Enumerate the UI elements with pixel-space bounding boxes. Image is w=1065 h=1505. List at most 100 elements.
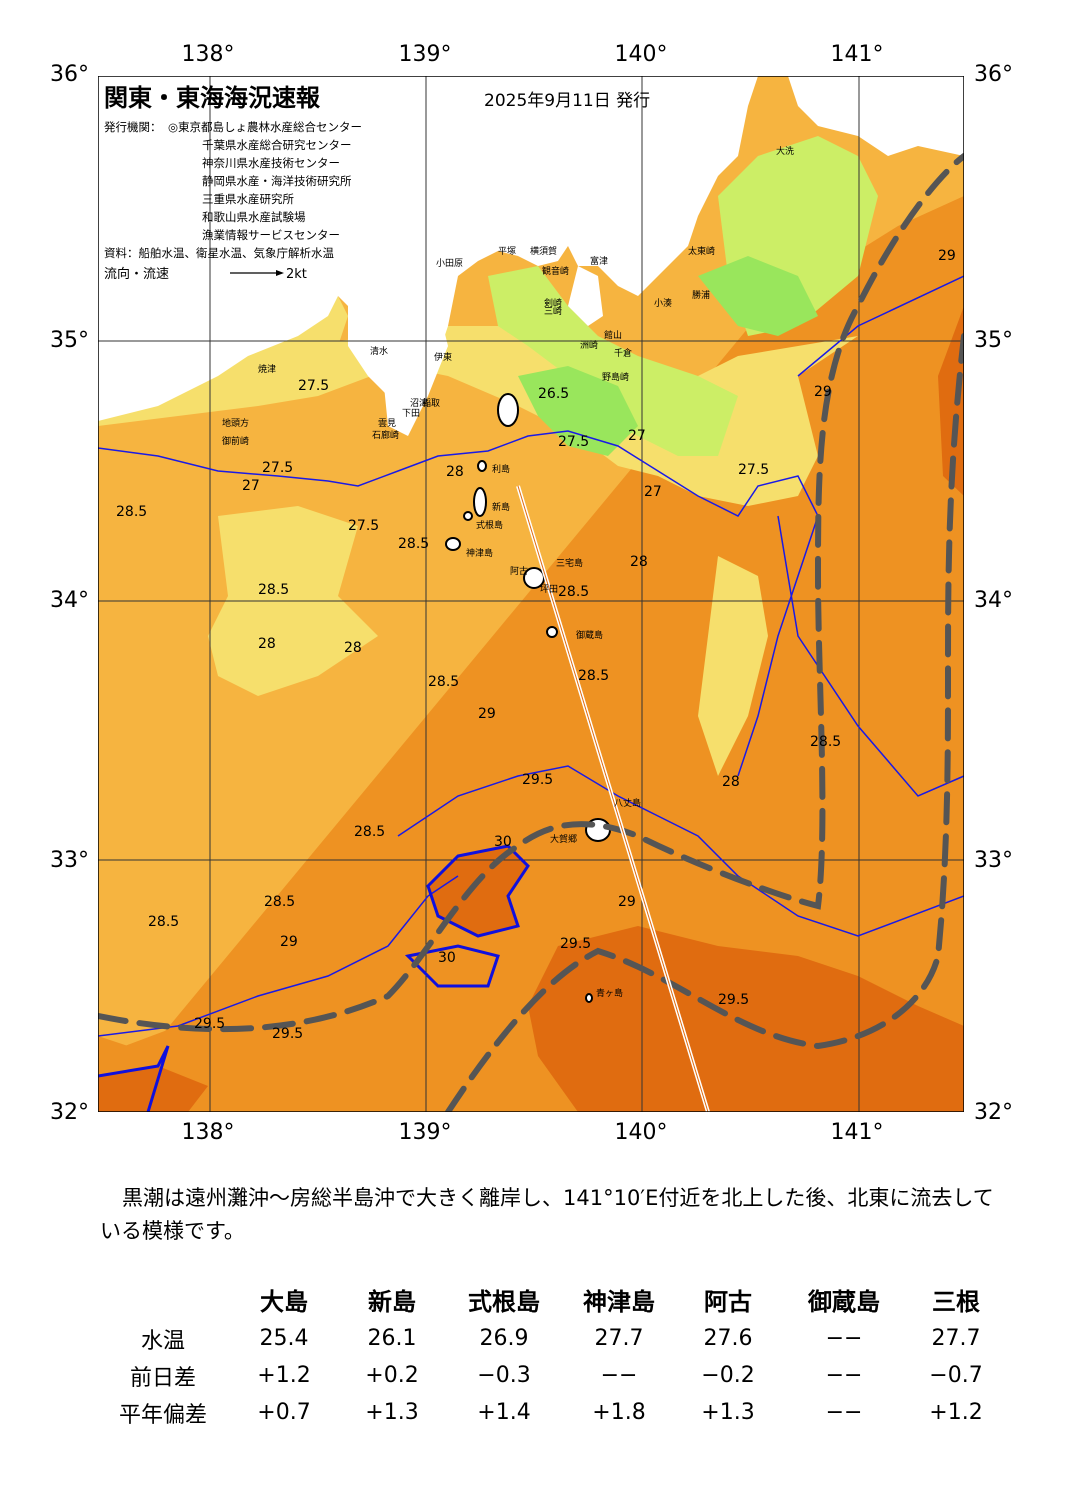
place-yaizu: 焼津 (258, 364, 276, 375)
contour-label-27-c: 27 (242, 478, 260, 494)
table-row: 平年偏差 +0.7 +1.3 +1.4 +1.8 +1.3 −− +1.2 (96, 1394, 1004, 1431)
land-izu (383, 306, 448, 436)
contour-label-28-c: 28 (258, 636, 276, 652)
table-cell: −− (825, 1363, 863, 1388)
island-kozushima (445, 537, 461, 551)
place-niijima: 新島 (492, 501, 510, 513)
place-kozushima: 神津島 (466, 547, 493, 559)
contour-label-29-5-c: 29.5 (272, 1026, 303, 1042)
lat-label-34: 34° (50, 588, 89, 613)
place-futtsu: 富津 (590, 255, 608, 267)
place-mikurajima: 御蔵島 (576, 629, 603, 641)
lat-label-36: 36° (50, 62, 89, 87)
data-source: 資料：船舶水温、衛星水温、気象庁解析水温 (104, 246, 334, 260)
table-cell: +1.8 (592, 1400, 646, 1425)
issuer-3: 静岡県水産・海洋技術研究所 (202, 174, 352, 188)
table-cell: −− (600, 1363, 638, 1388)
lon-label-140: 140° (614, 42, 668, 67)
place-kumomi: 雲見 (378, 418, 396, 429)
zone-27-28-east-b (698, 556, 768, 776)
place-oarai: 大洗 (776, 145, 794, 157)
row-label-water-temp: 水温 (140, 1328, 185, 1354)
row-label-normal-dev: 平年偏差 (118, 1402, 207, 1428)
lat-label-33-right: 33° (974, 848, 1013, 873)
table-cell: −− (825, 1326, 863, 1351)
island-shikinejima (463, 511, 473, 521)
contour-label-27-a: 27 (628, 428, 646, 444)
place-aogashima: 青ヶ島 (596, 987, 623, 999)
col-ako: 阿古 (704, 1287, 752, 1316)
contour-label-28-5-h: 28.5 (148, 914, 179, 930)
contour-label-27-5-d: 27.5 (558, 434, 589, 450)
issuer-4: 三重県水産研究所 (202, 192, 294, 206)
lon-label-139-bottom: 139° (398, 1120, 452, 1145)
place-sunosaki: 洲崎 (580, 339, 598, 351)
table-cell: +1.3 (365, 1400, 419, 1425)
issuer-0: ◎東京都島しょ農林水産総合センター (168, 120, 362, 134)
col-kozushima: 神津島 (583, 1287, 655, 1316)
col-mikurajima: 御蔵島 (808, 1287, 880, 1316)
place-miyakejima: 三宅島 (556, 557, 583, 569)
place-nojimazaki: 野島崎 (602, 371, 629, 383)
table-cell: 26.9 (479, 1326, 529, 1351)
place-kannonzaki: 観音崎 (542, 265, 569, 277)
lon-label-138-bottom: 138° (181, 1120, 235, 1145)
contour-label-28-5-e: 28.5 (428, 674, 459, 690)
table-row: 水温 25.4 26.1 26.9 27.7 27.6 −− 27.7 (96, 1320, 1004, 1357)
flow-legend-label: 流向・流速 (104, 266, 169, 282)
place-chikura: 千倉 (614, 347, 632, 359)
contour-label-27-b: 27 (644, 484, 662, 500)
col-oshima: 大島 (260, 1287, 308, 1316)
contour-label-28-5-d: 28.5 (558, 584, 589, 600)
issuer-1: 千葉県水産総合研究センター (202, 138, 352, 152)
contour-label-28-b: 28 (630, 554, 648, 570)
col-mine: 三根 (932, 1287, 980, 1316)
contour-label-28-5-i: 28.5 (354, 824, 385, 840)
lon-label-141-bottom: 141° (830, 1120, 884, 1145)
contour-30-b (404, 944, 500, 988)
contour-label-28-5-c: 28.5 (398, 536, 429, 552)
island-mikurajima (546, 626, 558, 638)
land-honshu (98, 76, 964, 421)
contour-label-29-5-e: 29.5 (718, 992, 749, 1008)
contour-label-28-5-a: 28.5 (116, 504, 147, 520)
contour-label-27-5-c: 27.5 (348, 518, 379, 534)
table-cell: −0.3 (477, 1363, 531, 1388)
table-cell: −0.7 (929, 1363, 983, 1388)
contour-label-29-a: 29 (814, 384, 832, 400)
lat-label-35: 35° (50, 328, 89, 353)
island-aogashima (585, 993, 593, 1003)
lon-label-138: 138° (181, 42, 235, 67)
issuer-5: 和歌山県水産試験場 (202, 210, 306, 224)
zone-ge30-b (528, 926, 964, 1112)
contour-label-27-5-a: 27.5 (298, 378, 329, 394)
zone-le26-a (518, 366, 638, 456)
contour-label-29-c: 29 (280, 934, 298, 950)
table-cell: 26.1 (367, 1326, 417, 1351)
place-kominato: 小湊 (654, 297, 672, 309)
issuer-2: 神奈川県水産技術センター (202, 156, 340, 170)
table-cell: 25.4 (259, 1326, 309, 1351)
contour-label-26-5: 26.5 (538, 386, 569, 402)
table-cell: −0.2 (701, 1363, 755, 1388)
place-tateyama: 館山 (604, 329, 622, 341)
table-header-row: 大島 新島 式根島 神津島 阿古 御蔵島 三根 (96, 1278, 1004, 1320)
place-misaki: 三崎 (544, 305, 562, 317)
issuer-6: 漁業情報サービスセンター (202, 228, 340, 242)
contour-30-a (426, 844, 530, 938)
lat-label-34-right: 34° (974, 588, 1013, 613)
table-corner (96, 1278, 230, 1320)
table-cell: 27.7 (594, 1326, 644, 1351)
contour-label-29-5-a: 29.5 (522, 772, 553, 788)
zone-ge30-d (938, 306, 964, 496)
kuroshio-axis-main (98, 153, 964, 1033)
place-taitozaki: 太東崎 (688, 245, 715, 257)
place-hiratsuka: 平塚 (498, 246, 516, 257)
contour-30-c (98, 1045, 170, 1112)
island-oshima (497, 393, 519, 427)
map-title: 関東・東海海況速報 (104, 84, 321, 112)
lat-label-32-right: 32° (974, 1100, 1013, 1125)
lat-label-36-right: 36° (974, 62, 1013, 87)
contour-label-28-5-f: 28.5 (578, 668, 609, 684)
contour-label-28-e: 28 (722, 774, 740, 790)
